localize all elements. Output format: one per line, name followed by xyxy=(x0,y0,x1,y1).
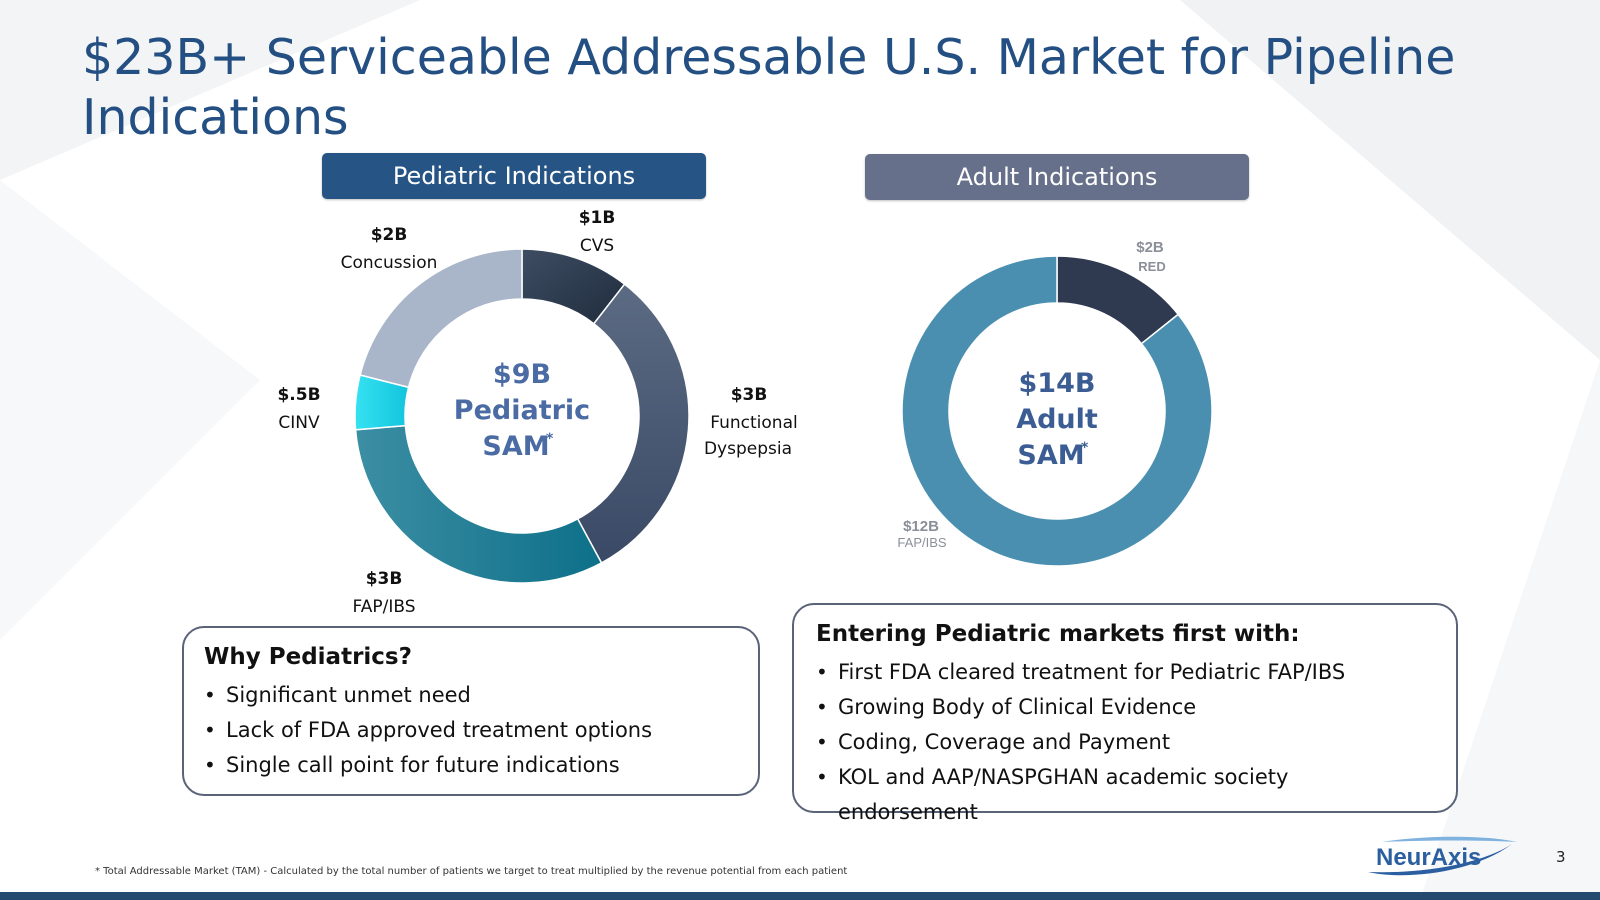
ped-label-cinv-value: $.5B xyxy=(277,385,320,405)
ped-center-asterisk: * xyxy=(546,431,554,447)
page-number: 3 xyxy=(1556,848,1566,866)
adult-indications-header: Adult Indications xyxy=(865,154,1249,200)
adult-label-fap-name: FAP/IBS xyxy=(897,535,946,550)
adult-center-line-1: $14B xyxy=(1019,368,1096,399)
ped-slice-fap-ibs xyxy=(354,424,603,584)
adult-slice-fap-ibs xyxy=(901,255,1213,567)
ped-label-concussion-value: $2B xyxy=(371,225,408,245)
ped-label-fd-value: $3B xyxy=(731,385,768,405)
ped-label-fap-value: $3B xyxy=(366,569,403,589)
entering-pediatric-box: Entering Pediatric markets first with: F… xyxy=(792,603,1458,824)
ped-slice-concussion xyxy=(359,248,523,389)
ped-label-concussion-name: Concussion xyxy=(341,253,438,273)
logo-text: NeurAxis xyxy=(1376,844,1481,871)
why-pediatrics-box: Why Pediatrics? Significant unmet need L… xyxy=(182,626,760,796)
list-item: Lack of FDA approved treatment options xyxy=(204,713,738,748)
list-item: Single call point for future indications xyxy=(204,748,738,783)
ped-label-cvs-value: $1B xyxy=(579,208,616,228)
footnote: * Total Addressable Market (TAM) - Calcu… xyxy=(95,866,848,877)
why-pediatrics-heading: Why Pediatrics? xyxy=(204,644,412,670)
ped-center-line-1: $9B xyxy=(493,359,551,390)
why-pediatrics-list: Significant unmet need Lack of FDA appro… xyxy=(204,678,738,783)
list-item: First FDA cleared treatment for Pediatri… xyxy=(816,655,1434,690)
adult-center-line-2: Adult xyxy=(1016,404,1098,435)
adult-label-fap-value: $12B xyxy=(903,518,939,535)
slide-title: $23B+ Serviceable Addressable U.S. Marke… xyxy=(82,29,1456,146)
ped-label-fd-name-2: Dyspepsia xyxy=(704,439,792,459)
pediatric-indications-header: Pediatric Indications xyxy=(322,153,706,199)
ped-label-fd-name-1: Functional xyxy=(710,413,797,433)
list-item: Coding, Coverage and Payment xyxy=(816,725,1434,760)
ped-center-line-2: Pediatric xyxy=(454,395,590,426)
list-item: Significant unmet need xyxy=(204,678,738,713)
list-item: Growing Body of Clinical Evidence xyxy=(816,690,1434,725)
adult-center-asterisk: * xyxy=(1081,440,1089,456)
ped-center-line-3: SAM xyxy=(482,431,549,462)
ped-label-fap-name: FAP/IBS xyxy=(353,597,416,617)
adult-label-red-name: RED xyxy=(1138,259,1165,274)
adult-center-line-3: SAM xyxy=(1017,440,1084,471)
neuraxis-logo: NeurAxis xyxy=(1368,836,1517,876)
ped-slice-functional-dyspepsia xyxy=(576,283,690,564)
ped-label-cvs-name: CVS xyxy=(580,236,614,256)
entering-pediatric-heading: Entering Pediatric markets first with: xyxy=(816,621,1300,647)
ped-label-cinv-name: CINV xyxy=(278,413,320,433)
list-item: KOL and AAP/NASPGHAN academic society en… xyxy=(816,760,1434,830)
adult-label-red-value: $2B xyxy=(1136,239,1164,256)
bottom-bar xyxy=(0,892,1600,900)
entering-pediatric-list: First FDA cleared treatment for Pediatri… xyxy=(816,655,1434,830)
